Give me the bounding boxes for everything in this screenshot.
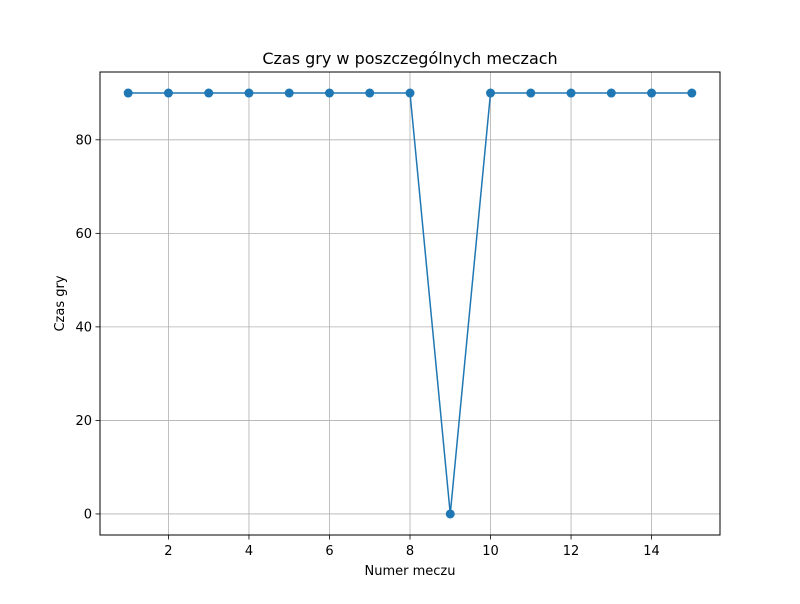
data-point — [365, 88, 375, 98]
data-point — [647, 88, 657, 98]
x-tick-label: 10 — [482, 544, 499, 559]
series-layer — [123, 88, 697, 519]
x-tick-label: 8 — [406, 544, 414, 559]
data-point — [687, 88, 697, 98]
data-point — [324, 88, 334, 98]
x-tick-label: 2 — [164, 544, 172, 559]
y-tick-label: 40 — [75, 320, 92, 335]
grid — [100, 72, 720, 535]
x-axis-label: Numer meczu — [365, 564, 456, 579]
y-tick-label: 0 — [84, 507, 92, 522]
x-tick-label: 12 — [563, 544, 580, 559]
data-point — [204, 88, 214, 98]
data-point — [526, 88, 536, 98]
y-tick-label: 80 — [75, 133, 92, 148]
x-tick-label: 6 — [325, 544, 333, 559]
data-point — [486, 88, 496, 98]
x-tick-label: 4 — [245, 544, 253, 559]
data-point — [163, 88, 173, 98]
ticks: 2 4 6 8 10 12 14 0 20 40 60 80 — [75, 133, 659, 559]
x-tick-label: 14 — [643, 544, 660, 559]
data-point — [244, 88, 254, 98]
data-point — [405, 88, 415, 98]
y-axis-label: Czas gry — [53, 275, 68, 331]
data-point — [606, 88, 616, 98]
data-point — [123, 88, 133, 98]
y-tick-label: 60 — [75, 227, 92, 242]
data-point — [445, 509, 455, 519]
data-point — [284, 88, 294, 98]
y-tick-label: 20 — [75, 414, 92, 429]
data-point — [566, 88, 576, 98]
chart-title: Czas gry w poszczególnych meczach — [262, 49, 557, 68]
